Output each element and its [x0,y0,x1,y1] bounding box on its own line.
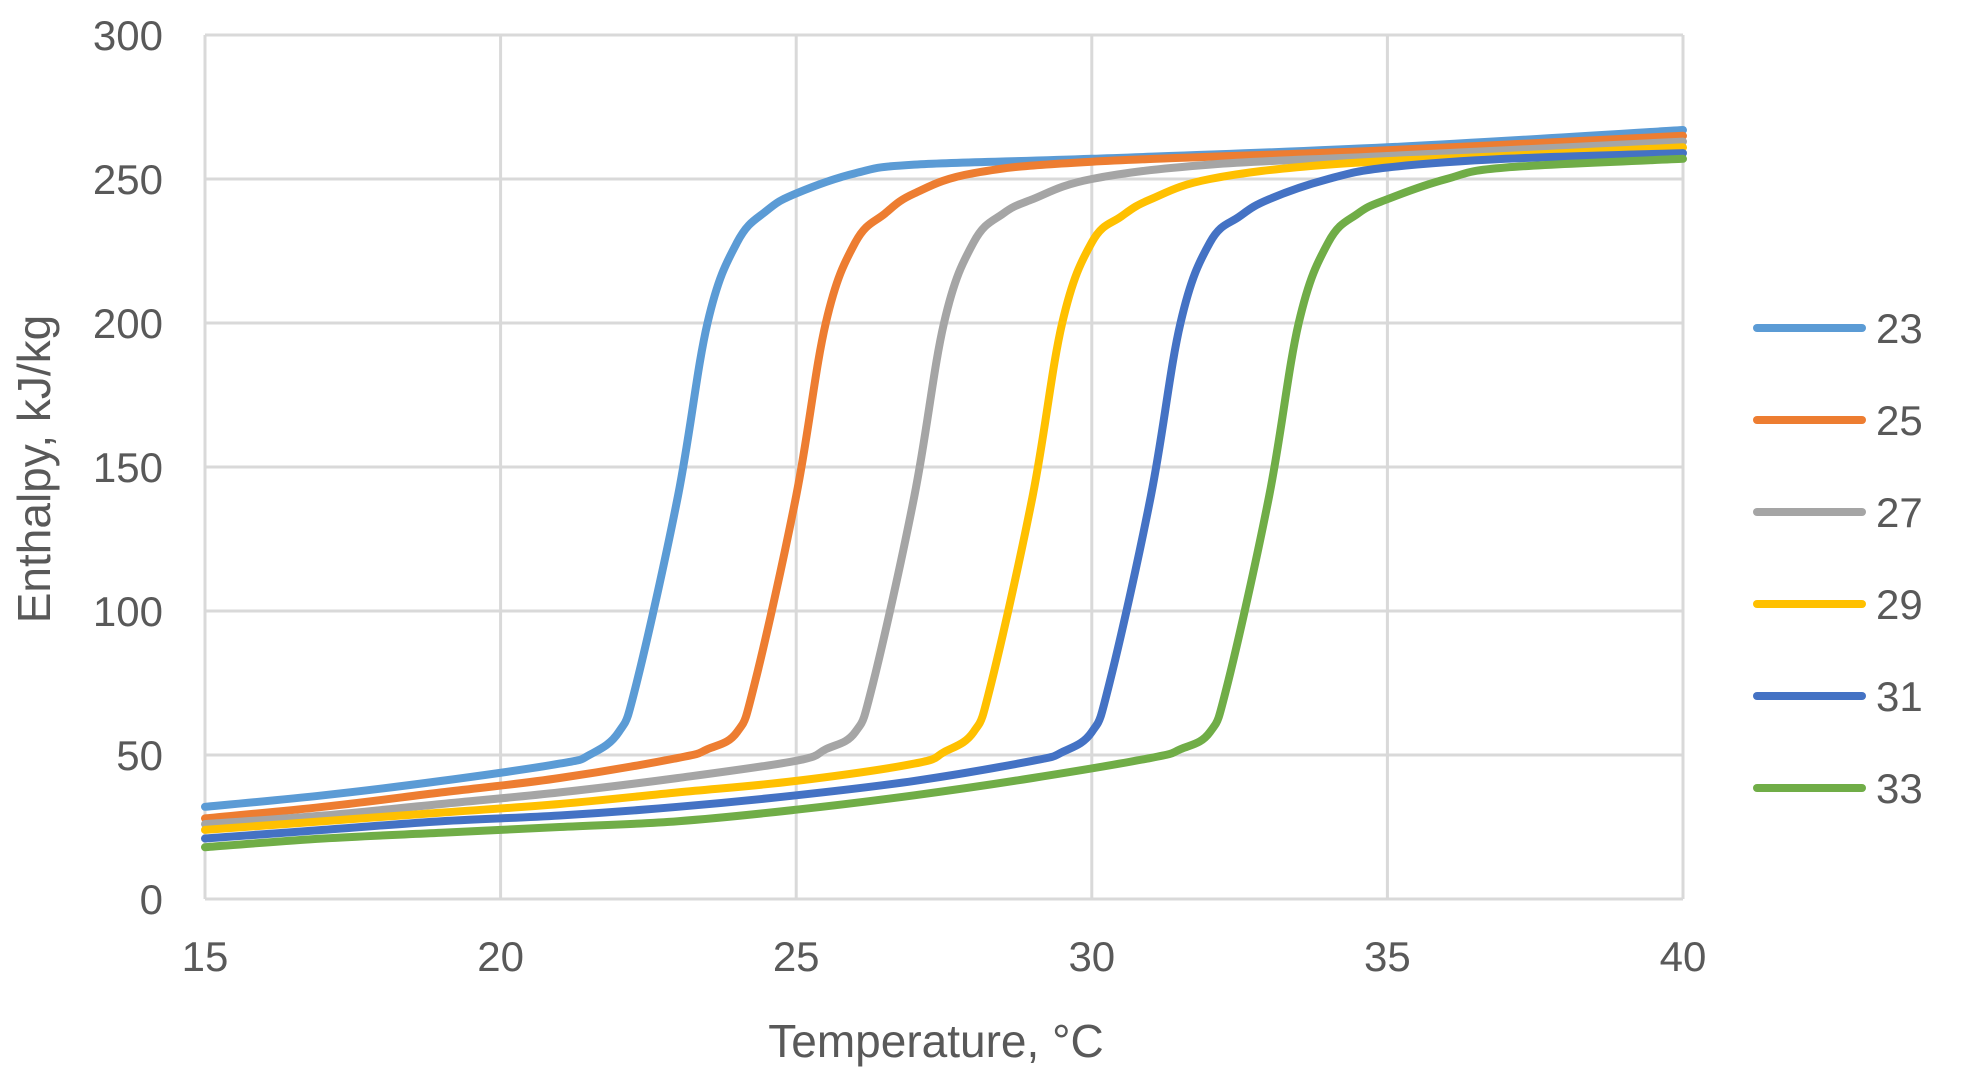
x-tick-label: 35 [1364,933,1411,980]
y-tick-label: 50 [116,732,163,779]
series-line-29 [201,143,1687,834]
legend-label-33: 33 [1876,765,1923,812]
y-axis-title: Enthalpy, kJ/kg [8,315,60,624]
series-line-25 [201,131,1687,823]
x-tick-label: 30 [1068,933,1115,980]
series-line-27 [201,137,1687,829]
series-line-31 [201,149,1687,843]
x-tick-label: 40 [1660,933,1707,980]
y-tick-label: 200 [93,300,163,347]
y-tick-label: 100 [93,588,163,635]
y-tick-label: 250 [93,156,163,203]
x-tick-label: 25 [773,933,820,980]
legend-label-25: 25 [1876,397,1923,444]
y-tick-labels: 0 50 100 150 200 250 300 [93,12,163,923]
legend: 23 25 27 29 31 33 [1753,305,1923,812]
y-tick-label: 150 [93,444,163,491]
legend-label-29: 29 [1876,581,1923,628]
x-axis-title: Temperature, °C [768,1015,1103,1067]
y-tick-label: 0 [140,876,163,923]
legend-label-23: 23 [1876,305,1923,352]
x-tick-label: 20 [477,933,524,980]
x-tick-labels: 15 20 25 30 35 40 [182,933,1707,980]
legend-label-27: 27 [1876,489,1923,536]
legend-label-31: 31 [1876,673,1923,720]
x-tick-label: 15 [182,933,229,980]
series-lines [201,126,1687,852]
series-line-33 [201,154,1687,852]
y-tick-label: 300 [93,12,163,59]
